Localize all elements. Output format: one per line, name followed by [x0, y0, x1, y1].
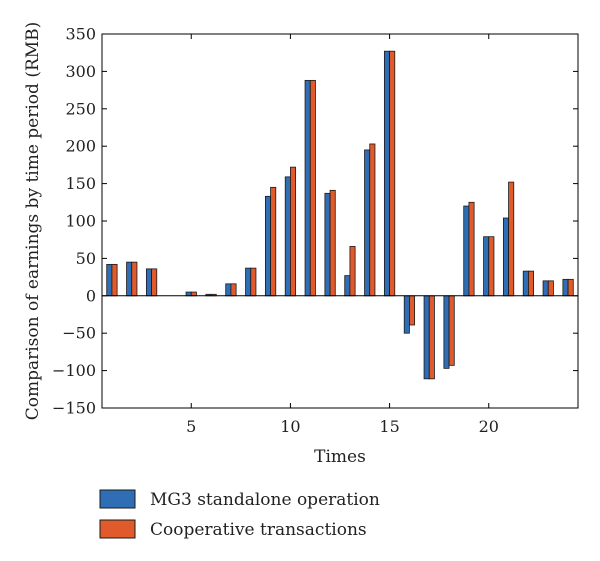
bar-series2-t12: [329, 189, 336, 297]
bar-series1-t24: [562, 278, 569, 297]
bar-series1-t15: [383, 50, 390, 297]
y-tick-label: −100: [52, 361, 96, 380]
bar-series2-t22: [528, 270, 535, 297]
bar-series1-t12: [324, 192, 331, 297]
bar-series1-t13: [344, 275, 351, 297]
bar-series1-t17: [423, 295, 430, 380]
x-axis: 5 10 15 20: [186, 34, 499, 436]
bar-series1-t22: [522, 270, 529, 297]
bar-series2-t20: [488, 236, 495, 297]
y-tick-label: 100: [65, 212, 96, 231]
x-tick-label: 15: [379, 417, 399, 436]
bar-series1-t9: [264, 195, 271, 297]
bar-series2-t13: [349, 246, 356, 297]
bar-series2-t15: [389, 50, 396, 297]
y-tick-label: 50: [76, 249, 96, 268]
bar-series1-t23: [542, 280, 549, 297]
bar-series1-t19: [463, 205, 470, 297]
bar-series2-t3: [151, 268, 158, 297]
bar-series1-t21: [502, 217, 509, 297]
bar-series2-t17: [428, 295, 435, 380]
bar-series1-t7: [225, 283, 232, 297]
y-tick-label: 0: [86, 286, 96, 305]
bar-series1-t5: [185, 291, 192, 297]
bar-series2-t23: [547, 280, 554, 297]
y-tick-label: 350: [65, 25, 96, 44]
bar-series1-t3: [145, 268, 152, 297]
bar-series2-t7: [230, 283, 237, 297]
bar-series2-t1: [111, 263, 118, 297]
bar-series2-t11: [309, 79, 316, 297]
bar-series1-t8: [245, 267, 252, 297]
bar-series2-t24: [567, 278, 574, 297]
legend-swatch-series1: [99, 489, 136, 509]
bar-series2-t5: [190, 291, 197, 297]
y-axis-label: Comparison of earnings by time period (R…: [23, 22, 43, 421]
x-tick-label: 20: [479, 417, 499, 436]
bar-series1-t14: [364, 149, 371, 297]
legend-label-series2: Cooperative transactions: [150, 520, 367, 540]
bar-series1-t16: [403, 295, 410, 334]
bar-series1-t11: [304, 79, 311, 297]
bar-series2-t2: [131, 261, 138, 297]
bar-series1-t20: [483, 236, 490, 297]
bar-series1-t1: [106, 263, 113, 297]
y-tick-label: 200: [65, 137, 96, 156]
legend: MG3 standalone operation Cooperative tran…: [99, 489, 380, 540]
bar-series2-t8: [250, 267, 257, 297]
y-tick-label: 250: [65, 99, 96, 118]
bar-series1-t2: [126, 261, 133, 297]
x-axis-label: Times: [314, 447, 366, 467]
bar-series2-t21: [508, 181, 515, 297]
legend-swatch-series2: [99, 519, 136, 539]
bar-series2-t14: [369, 143, 376, 297]
bar-series2-t16: [409, 295, 416, 326]
y-axis: −150 −100 −50 0 50 100 150 200 250 300 350: [52, 25, 578, 418]
legend-label-series1: MG3 standalone operation: [150, 490, 380, 510]
bar-series2-t10: [290, 166, 297, 297]
bars-group: [106, 50, 574, 380]
bar-series1-t10: [284, 176, 291, 297]
y-tick-label: 300: [65, 62, 96, 81]
y-tick-label: −50: [62, 324, 96, 343]
y-tick-label: 150: [65, 174, 96, 193]
x-tick-label: 5: [186, 417, 196, 436]
bar-series2-t18: [448, 295, 455, 366]
bar-series2-t19: [468, 201, 475, 297]
x-tick-label: 10: [280, 417, 300, 436]
bar-series1-t18: [443, 295, 450, 369]
bar-series2-t9: [270, 186, 277, 297]
y-tick-label: −150: [52, 399, 96, 418]
